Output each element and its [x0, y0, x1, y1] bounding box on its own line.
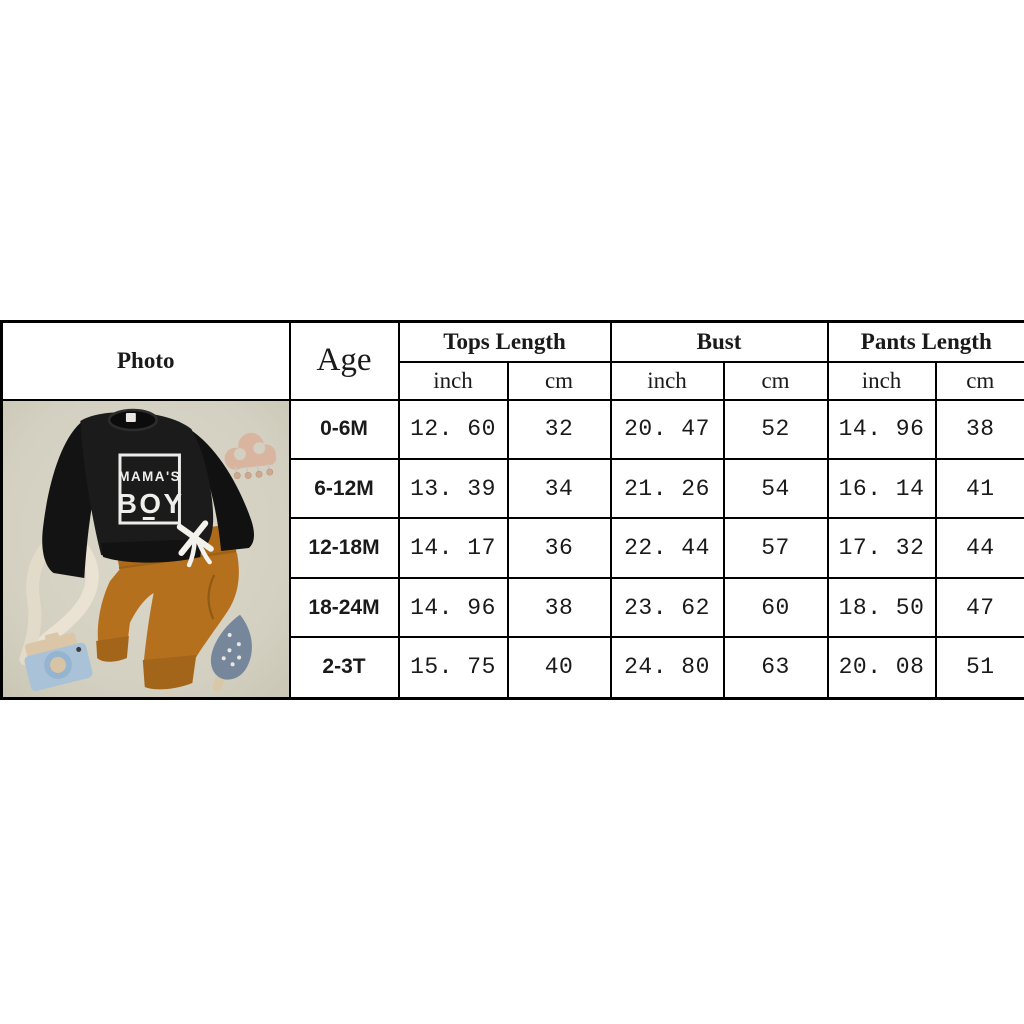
unit-pants-cm: cm	[934, 360, 1024, 401]
age-cell: 2-3T	[288, 636, 400, 699]
sweatshirt-hem	[101, 538, 203, 563]
age-cell: 12-18M	[288, 517, 400, 579]
value-cell: 18. 50	[826, 576, 937, 639]
shirt-print-line1: MAMA'S	[118, 468, 181, 483]
header-row-units: inch cm inch cm inch cm	[2, 360, 1024, 401]
value-cell: 17. 32	[826, 517, 937, 579]
shirt-print-line2: BOY	[117, 487, 185, 518]
value-cell: 57	[722, 517, 829, 579]
value-cell: 36	[506, 517, 612, 579]
age-cell: 0-6M	[288, 398, 400, 460]
unit-tops-inch: inch	[397, 360, 509, 401]
value-cell: 14. 96	[397, 576, 509, 639]
neck-tag	[125, 412, 136, 422]
value-cell: 16. 14	[826, 457, 937, 520]
header-bust: Bust	[609, 320, 829, 363]
value-cell: 12. 60	[397, 398, 509, 460]
value-cell: 51	[934, 636, 1024, 699]
value-cell: 13. 39	[397, 457, 509, 520]
header-age: Age	[288, 320, 400, 401]
table-row: 6-12M 13. 39 34 21. 26 54 16. 14 41	[2, 457, 1024, 520]
value-cell: 38	[934, 398, 1024, 460]
table-row: MAMA'S BOY 0-6M	[0, 398, 1024, 699]
camera-viewfinder-dot	[76, 646, 82, 652]
age-cell: 18-24M	[288, 576, 400, 639]
cloud-toy	[224, 432, 277, 479]
value-cell: 41	[934, 457, 1024, 520]
unit-bust-cm: cm	[722, 360, 829, 401]
unit-tops-cm: cm	[506, 360, 612, 401]
header-photo: Photo	[0, 320, 291, 401]
product-photo-illustration: MAMA'S BOY	[3, 401, 288, 697]
header-tops-length: Tops Length	[397, 320, 612, 363]
value-cell: 14. 96	[826, 398, 937, 460]
leaf-ornament	[210, 614, 252, 691]
value-cell: 14. 17	[397, 517, 509, 579]
value-cell: 40	[506, 636, 612, 699]
value-cell: 38	[506, 576, 612, 639]
shirt-print-underline	[142, 516, 155, 520]
unit-pants-inch: inch	[826, 360, 937, 401]
age-cell: 6-12M	[288, 457, 400, 520]
value-cell: 63	[722, 636, 829, 699]
sweatshirt-right-sleeve	[189, 428, 255, 551]
header-pants-length: Pants Length	[826, 320, 1024, 363]
unit-bust-inch: inch	[609, 360, 725, 401]
header-row-groups: Photo Age Tops Length Bust Pants Length	[0, 320, 1024, 401]
sweatshirt: MAMA'S BOY	[42, 408, 255, 578]
value-cell: 54	[722, 457, 829, 520]
table-row: 2-3T 15. 75 40 24. 80 63 20. 08 51	[2, 636, 1024, 699]
value-cell: 60	[722, 576, 829, 639]
table-row: 12-18M 14. 17 36 22. 44 57 17. 32 44	[2, 517, 1024, 579]
value-cell: 34	[506, 457, 612, 520]
value-cell: 21. 26	[609, 457, 725, 520]
value-cell: 24. 80	[609, 636, 725, 699]
value-cell: 47	[934, 576, 1024, 639]
pants-pocket	[207, 574, 216, 619]
size-chart-table: Photo Age Tops Length Bust Pants Length …	[0, 320, 1024, 700]
toy-camera	[24, 631, 93, 691]
drawstring-bow	[176, 519, 214, 567]
value-cell: 23. 62	[609, 576, 725, 639]
product-photo: MAMA'S BOY	[0, 398, 291, 699]
value-cell: 20. 08	[826, 636, 937, 699]
table-row: 18-24M 14. 96 38 23. 62 60 18. 50 47	[2, 576, 1024, 639]
shirt-print-frame	[118, 453, 181, 524]
value-cell: 52	[722, 398, 829, 460]
size-chart-image: Photo Age Tops Length Bust Pants Length …	[0, 320, 1024, 700]
value-cell: 32	[506, 398, 612, 460]
value-cell: 15. 75	[397, 636, 509, 699]
value-cell: 44	[934, 517, 1024, 579]
value-cell: 22. 44	[609, 517, 725, 579]
value-cell: 20. 47	[609, 398, 725, 460]
